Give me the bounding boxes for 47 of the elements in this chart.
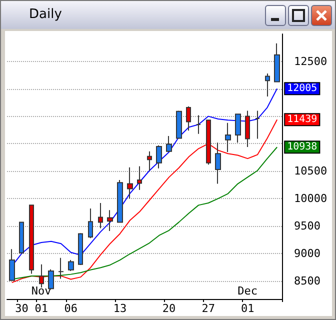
candlestick	[107, 210, 113, 232]
candlestick	[255, 110, 260, 140]
y-tick-label: 10000	[294, 192, 328, 206]
candlestick	[215, 142, 221, 184]
candlestick	[225, 122, 231, 152]
x-tick-label: 01	[34, 302, 48, 315]
candlestick	[235, 114, 241, 144]
x-tick-label: 20	[162, 302, 176, 315]
x-tick-label: 06	[64, 302, 78, 315]
data-label: 12005	[287, 83, 318, 94]
candlestick	[206, 119, 211, 166]
candlestick	[117, 179, 123, 223]
annotation: Nov	[31, 284, 52, 298]
data-label: 11439	[287, 114, 318, 126]
y-tick-label: 9000	[294, 246, 320, 260]
candlestick	[98, 202, 103, 229]
candlestick	[39, 264, 44, 288]
candlestick	[137, 166, 142, 190]
annotation: Dec	[238, 284, 258, 298]
y-tick-label: 12500	[294, 54, 328, 68]
x-tick-label: 27	[202, 302, 215, 315]
x-tick-label: 13	[113, 302, 127, 315]
x-tick-label: 01	[241, 302, 254, 315]
candlestick	[127, 166, 133, 200]
candlestick	[58, 257, 64, 280]
candlestick	[68, 260, 74, 272]
candlestick	[176, 110, 182, 140]
candlestick	[245, 110, 250, 148]
y-tick-label: 9500	[294, 220, 320, 233]
candlestick	[265, 73, 270, 98]
chart-title: Daily	[29, 7, 62, 22]
x-tick-label: 30	[15, 302, 28, 315]
candlestick	[78, 232, 83, 266]
line-series	[11, 119, 278, 284]
data-label: 10938	[287, 142, 318, 153]
candlestick	[274, 42, 280, 82]
candlestick	[166, 136, 172, 152]
candlestick	[147, 150, 152, 172]
y-tick-label: 8500	[294, 274, 320, 288]
candlestick	[19, 222, 24, 254]
candlestick	[186, 106, 191, 132]
candlestick	[29, 204, 34, 274]
candlestick	[88, 208, 93, 239]
candlestick	[196, 114, 201, 134]
y-tick-label: 10500	[294, 164, 328, 178]
candlestick	[9, 248, 15, 281]
candlestick	[156, 144, 162, 169]
